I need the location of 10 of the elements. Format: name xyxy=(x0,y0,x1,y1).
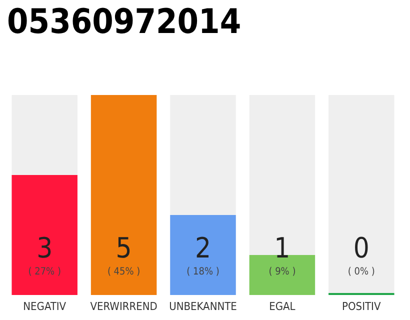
data-label: 0 ( 0% ) xyxy=(348,232,375,278)
x-tick-label: NEGATIV xyxy=(23,300,66,313)
data-label: 2 ( 18% ) xyxy=(186,232,220,278)
data-label: 3 ( 27% ) xyxy=(28,232,61,278)
x-tick-label: VERWIRREND xyxy=(90,300,158,313)
x-tick-label: EGAL xyxy=(269,300,296,313)
x-tick-label: UNBEKANNTE xyxy=(169,300,237,313)
x-tick-label: POSITIV xyxy=(342,300,381,313)
chart-title: 05360972014 xyxy=(7,2,242,42)
data-label: 5 ( 45% ) xyxy=(107,232,140,278)
